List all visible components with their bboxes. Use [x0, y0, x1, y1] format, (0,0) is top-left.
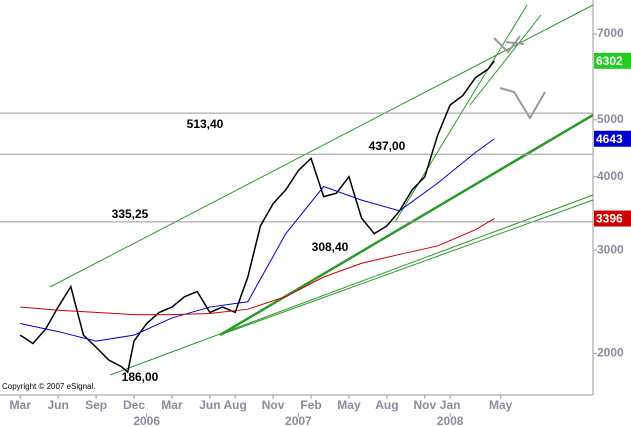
last-value-label: 4643 [596, 132, 623, 146]
last-value-tag [594, 52, 631, 69]
scribble [493, 35, 546, 120]
y-tick-label: 3000 [597, 242, 624, 256]
x-tick-label: Aug [375, 398, 398, 412]
x-tick-label: Jun [47, 398, 68, 412]
annotation: 335,25 [112, 207, 149, 221]
last-value-tag [594, 210, 631, 227]
x-tick-label: May [489, 398, 513, 412]
series-line [20, 218, 495, 316]
x-tick-label: Dec [123, 398, 145, 412]
annotation: 437,00 [369, 139, 406, 153]
last-value-label: 6302 [596, 54, 623, 68]
x-tick-label: Jan [440, 398, 461, 412]
y-tick-label: 2000 [597, 346, 624, 360]
x-tick-label: May [337, 398, 361, 412]
y-tick-label: 5000 [597, 112, 624, 126]
x-tick-label: Mar [10, 398, 32, 412]
copyright: Copyright © 2007 eSignal. [2, 382, 96, 391]
year-label: 2006 [133, 414, 160, 427]
last-value-label: 3396 [596, 212, 623, 226]
series-line [19, 60, 495, 374]
annotation: 513,40 [187, 117, 224, 131]
x-tick-label: Nov [262, 398, 285, 412]
x-tick-label: Nov [413, 398, 436, 412]
year-label: 2008 [437, 414, 464, 427]
y-tick-label: 7000 [597, 26, 624, 40]
y-tick-label: 4000 [597, 169, 624, 183]
x-tick-label: Feb [300, 398, 321, 412]
annotation: 308,40 [312, 240, 349, 254]
series-line [20, 138, 495, 342]
x-tick-label: Sep [85, 398, 107, 412]
annotation: 186,00 [122, 370, 159, 384]
x-tick-label: Aug [224, 398, 247, 412]
x-tick-label: Jun [199, 398, 220, 412]
year-label: 2007 [285, 414, 312, 427]
x-tick-label: Mar [161, 398, 183, 412]
last-value-tag [594, 130, 631, 147]
